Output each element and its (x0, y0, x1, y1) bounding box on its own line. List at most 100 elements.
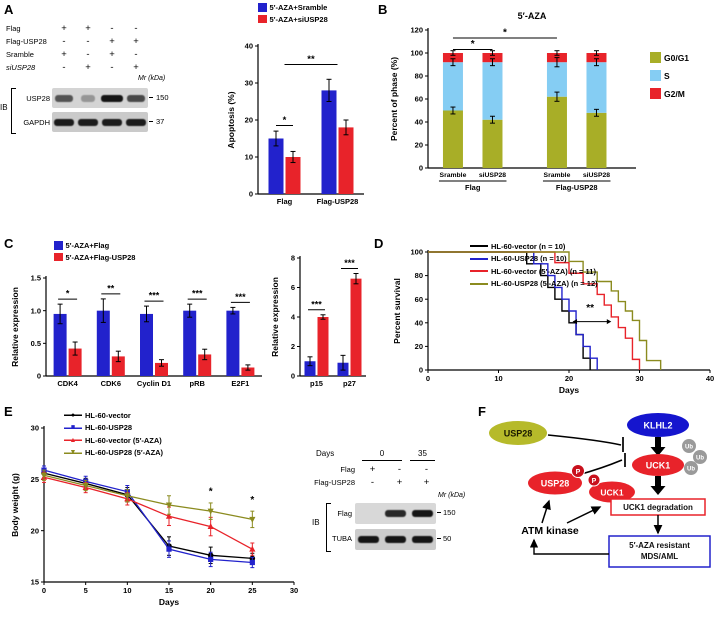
condition-label: Flag (6, 24, 21, 33)
svg-text:30: 30 (635, 374, 643, 383)
svg-text:80: 80 (415, 72, 423, 81)
legend-swatch-g2m (650, 88, 661, 99)
condition-value: - (62, 62, 66, 73)
mds-aml-label-line2: MDS/AML (641, 552, 678, 561)
legend-marker-usp28-aza: ▼ (64, 447, 82, 458)
svg-text:1.5: 1.5 (31, 274, 41, 283)
survival-legend: HL-60-vector (n = 10) HL-60-USP28 (n = 1… (470, 241, 598, 291)
phospho-usp28-label: USP28 (541, 479, 570, 489)
condition-row: Flag + - - (305, 463, 440, 476)
svg-text:Cyclin D1: Cyclin D1 (137, 379, 171, 388)
legend-item: G0/G1 (650, 52, 689, 63)
legend-marker-usp28: ■ (64, 422, 82, 433)
legend-item: ■ HL-60-USP28 (64, 422, 163, 433)
condition-row: siUSP28 - + - + (6, 61, 148, 74)
legend-item: HL-60-USP28 (5′-AZA) (n = 12) (470, 278, 598, 289)
protein-band (411, 536, 434, 543)
body-weight-legend: ● HL-60-vector ■ HL-60-USP28 ▲ HL-60-vec… (64, 410, 163, 460)
molecular-weight-header: Mr (kDa) (438, 492, 466, 499)
phospho-usp28-node (528, 471, 582, 495)
protein-band (53, 118, 75, 126)
phospho-badge-icon (587, 473, 601, 487)
cell-cycle-legend: G0/G1 S G2/M (650, 52, 689, 106)
atm-usp28-arrow (541, 499, 551, 524)
legend-label: HL-60-vector (5′-AZA) (85, 435, 162, 445)
legend-label: HL-60-vector (85, 410, 131, 420)
day-0-underline (362, 460, 402, 461)
svg-text:Percent survival: Percent survival (392, 278, 402, 344)
immunoblot-label: IB (312, 518, 320, 527)
phospho-badge-icon (571, 464, 585, 478)
panel-e-label: E (4, 404, 13, 419)
legend-item: HL-60-vector (n = 10) (470, 241, 598, 251)
klhl2-node (627, 413, 689, 437)
legend-label: G2/M (664, 88, 685, 99)
legend-item: ▲ HL-60-vector (5′-AZA) (64, 435, 163, 445)
condition-value: + (85, 23, 91, 34)
mw-value-50: 50 (443, 534, 452, 543)
condition-value: + (423, 477, 430, 488)
mw-value-150: 150 (443, 508, 456, 517)
svg-text:p15: p15 (310, 379, 323, 388)
svg-text:Days: Days (559, 385, 580, 395)
apoptosis-legend: 5′-AZA+Sramble 5′-AZA+siUSP28 (258, 3, 328, 26)
svg-text:*: * (471, 39, 475, 50)
protein-band (384, 536, 407, 543)
svg-text:60: 60 (415, 295, 423, 304)
uck1-degradation-label: UCK1 degradation (623, 503, 693, 512)
legend-item: S (650, 70, 689, 81)
condition-value: + (109, 49, 115, 60)
svg-text:0: 0 (37, 372, 41, 381)
blot-target-flag: Flag (337, 509, 352, 518)
mw-tick (437, 538, 441, 539)
xenograft-condition-table: Flag + - - Flag-USP28 - + + (305, 463, 440, 489)
svg-text:E2F1: E2F1 (231, 379, 249, 388)
svg-text:pRB: pRB (189, 379, 205, 388)
condition-value: + (396, 477, 403, 488)
svg-text:40: 40 (415, 318, 423, 327)
svg-text:*: * (283, 115, 287, 126)
svg-text:0: 0 (42, 586, 46, 595)
phospho-badge-label: P (576, 469, 581, 476)
svg-text:CDK6: CDK6 (101, 379, 121, 388)
phospho-badge-label: P (592, 478, 597, 485)
svg-text:15: 15 (165, 586, 173, 595)
svg-text:20: 20 (206, 586, 214, 595)
svg-text:6: 6 (291, 283, 295, 292)
svg-text:0: 0 (291, 372, 295, 381)
protein-band (55, 94, 73, 102)
mw-tick (437, 512, 441, 513)
condition-value: - (134, 49, 138, 60)
condition-row: Flag-USP28 - - + + (6, 35, 148, 48)
svg-text:20: 20 (415, 342, 423, 351)
panel-a-label: A (4, 2, 14, 17)
svg-text:40: 40 (706, 374, 714, 383)
flag-blot-strip (355, 503, 436, 524)
condition-value: - (86, 49, 90, 60)
days-header: Days (316, 449, 335, 458)
svg-text:25: 25 (248, 586, 256, 595)
legend-line-vector (470, 241, 488, 251)
svg-text:25: 25 (31, 475, 39, 484)
svg-text:5: 5 (84, 586, 88, 595)
svg-text:30: 30 (245, 79, 253, 88)
svg-text:***: *** (344, 258, 355, 268)
svg-text:siUSP28: siUSP28 (479, 172, 506, 179)
legend-label: HL-60-vector (5′-AZA) (n = 11) (491, 266, 596, 276)
body-weight-line-chart: 15 20 25 30 0 5 10 15 20 25 30 Body weight (g) Days *… (10, 424, 298, 607)
panel-f-label: F (478, 404, 486, 419)
day-35-header: 35 (418, 449, 427, 458)
svg-text:8: 8 (291, 254, 295, 263)
day-0-header: 0 (379, 449, 385, 458)
svg-text:0: 0 (426, 374, 430, 383)
mw-tick (149, 121, 153, 122)
protein-band (385, 510, 406, 517)
svg-text:*: * (503, 28, 507, 39)
uck1-node (632, 454, 684, 476)
tuba-blot-strip (355, 529, 436, 550)
atm-kinase-label: ATM kinase (521, 525, 579, 537)
uck1-node-label: UCK1 (646, 461, 671, 471)
